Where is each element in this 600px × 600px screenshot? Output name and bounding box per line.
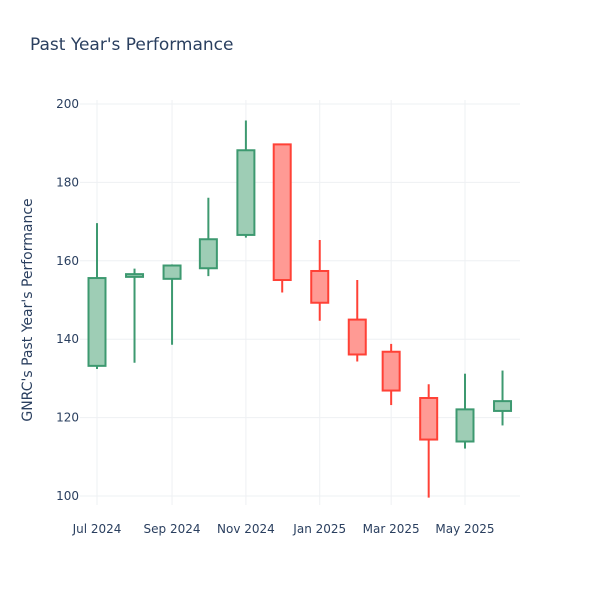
candle-body <box>493 400 513 412</box>
candle-decreasing[interactable] <box>347 280 367 362</box>
candle-decreasing[interactable] <box>272 143 292 293</box>
tick-layer: 100 120 140 160 180 200 Jul 2024 Sep 2024 Nov 20… <box>56 97 494 536</box>
grid-layer <box>80 100 520 505</box>
candle-body <box>455 408 475 443</box>
y-tick-label: 120 <box>56 411 79 425</box>
candle-decreasing[interactable] <box>310 240 330 321</box>
candle-increasing[interactable] <box>162 264 182 345</box>
candle-increasing[interactable] <box>236 120 256 238</box>
x-tick-label: Sep 2024 <box>144 522 201 536</box>
x-tick-label: Nov 2024 <box>217 522 275 536</box>
y-tick-label: 160 <box>56 254 79 268</box>
candle-body <box>310 269 330 304</box>
candle-decreasing[interactable] <box>419 384 439 498</box>
candle-body <box>162 264 182 280</box>
candle-body <box>198 238 218 270</box>
candle-increasing[interactable] <box>198 197 218 277</box>
x-tick-label: Mar 2025 <box>363 522 420 536</box>
candle-decreasing[interactable] <box>381 343 401 406</box>
y-tick-label: 200 <box>56 97 79 111</box>
candle-layer <box>87 120 513 498</box>
candle-body <box>125 273 145 278</box>
candle-increasing[interactable] <box>493 370 513 426</box>
x-tick-label: Jan 2025 <box>292 522 346 536</box>
y-tick-label: 100 <box>56 489 79 503</box>
candle-body <box>347 318 367 356</box>
candle-body <box>87 277 107 367</box>
y-axis-title: GNRC's Past Year's Performance <box>20 198 36 421</box>
candle-increasing[interactable] <box>125 268 145 363</box>
chart-title: Past Year's Performance <box>30 35 234 55</box>
candle-body <box>236 149 256 236</box>
candle-increasing[interactable] <box>455 373 475 449</box>
candle-increasing[interactable] <box>87 223 107 369</box>
y-tick-label: 140 <box>56 332 79 346</box>
candle-body <box>381 350 401 392</box>
x-tick-label: Jul 2024 <box>72 522 122 536</box>
y-tick-label: 180 <box>56 175 79 189</box>
x-tick-label: May 2025 <box>435 522 494 536</box>
candle-body <box>419 397 439 441</box>
candle-body <box>272 143 292 282</box>
